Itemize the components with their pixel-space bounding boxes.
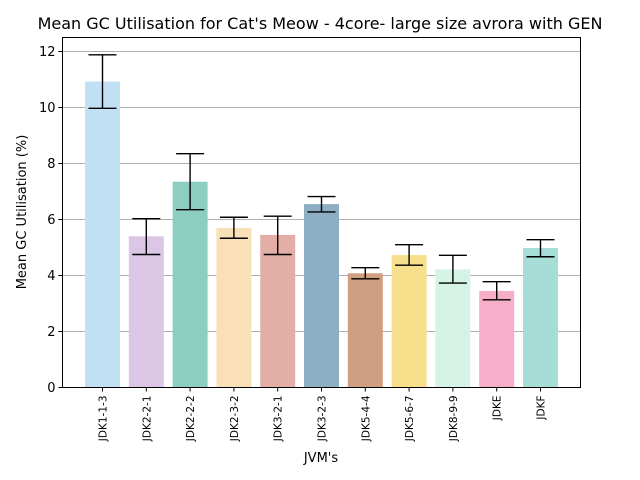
x-tick-label: JDK3-2-1 (273, 396, 285, 443)
bar (172, 181, 208, 388)
x-tick-label: JDKF (536, 396, 548, 421)
y-tick-label: 0 (47, 381, 55, 396)
chart-title: Mean GC Utilisation for Cat's Meow - 4co… (38, 14, 603, 33)
error-bars-layer (88, 54, 555, 301)
bar (216, 227, 252, 388)
y-tick-label: 10 (39, 101, 56, 116)
bar (347, 273, 383, 388)
y-tick-label: 4 (47, 269, 55, 284)
bar (391, 255, 427, 388)
bar (479, 290, 515, 388)
x-tick-label: JDK2-2-1 (141, 396, 153, 443)
x-tick-label: JDK3-2-3 (317, 396, 329, 443)
y-tick-label: 8 (47, 157, 55, 172)
bar (85, 81, 120, 388)
bar (523, 248, 558, 388)
x-tick-label: JDK1-1-3 (98, 396, 110, 443)
bar (435, 269, 471, 388)
x-tick-label: JDK5-6-7 (404, 396, 416, 443)
x-axis-label: JVM's (303, 451, 339, 466)
bars-layer (85, 81, 558, 388)
y-axis: 0 2 4 6 8 10 12 (39, 45, 63, 396)
y-tick-label: 2 (47, 325, 55, 340)
y-tick-label: 12 (39, 45, 56, 60)
y-tick-label: 6 (47, 213, 55, 228)
y-axis-label: Mean GC Utilisation (%) (15, 135, 30, 290)
bar (128, 236, 164, 388)
x-axis: JDK1-1-3 JDK2-2-1 JDK2-2-2 JDK2-3-2 JDK3-2-1… (98, 387, 548, 443)
x-tick-label: JDK2-2-2 (185, 396, 197, 443)
x-tick-label: JDKE (492, 396, 504, 422)
x-tick-label: JDK5-4-4 (360, 395, 372, 442)
x-tick-label: JDK2-3-2 (229, 396, 241, 443)
bar (304, 204, 339, 388)
x-tick-label: JDK8-9-9 (448, 396, 460, 443)
bar (260, 234, 296, 388)
